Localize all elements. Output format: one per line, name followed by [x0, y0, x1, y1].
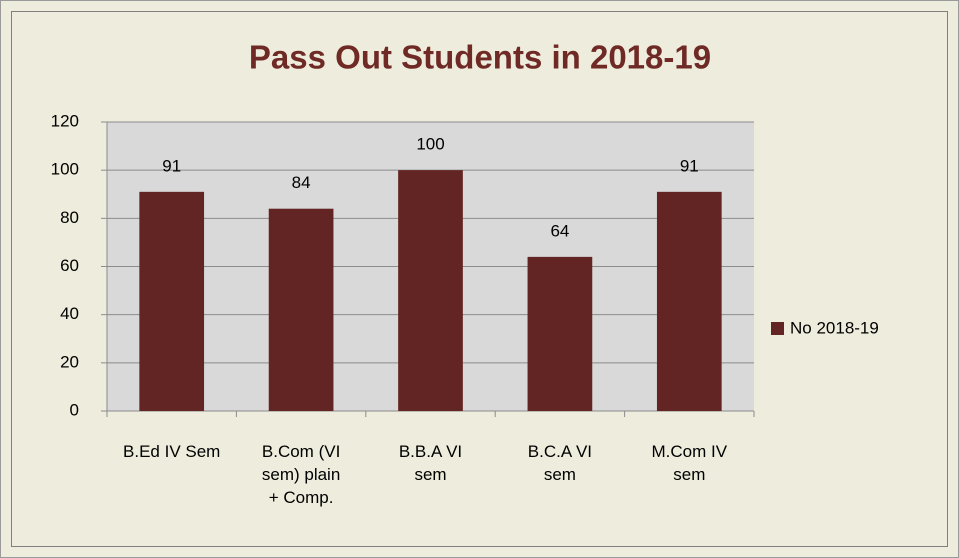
- chart-border: [11, 11, 948, 547]
- legend-swatch: [771, 322, 784, 335]
- x-tick-label: M.Com IV sem: [651, 442, 728, 484]
- chart-title: Pass Out Students in 2018-19: [249, 39, 711, 76]
- data-label: 91: [162, 156, 181, 175]
- legend-label: No 2018-19: [790, 318, 879, 337]
- y-tick-label: 0: [70, 400, 79, 419]
- bar: [398, 170, 463, 411]
- bar: [268, 208, 334, 411]
- y-tick-label: 60: [60, 256, 79, 275]
- x-tick-label: B.Ed IV Sem: [123, 442, 221, 461]
- y-tick-label: 100: [51, 160, 79, 179]
- data-label: 100: [416, 135, 444, 154]
- bar: [139, 191, 205, 411]
- y-tick-label: 40: [60, 304, 79, 323]
- y-tick-label: 20: [60, 352, 79, 371]
- bar: [656, 191, 722, 411]
- data-label: 64: [550, 221, 569, 240]
- y-tick-label: 80: [60, 208, 79, 227]
- x-tick-label: B.C.A VI sem: [527, 442, 593, 484]
- x-tick-label: B.Com (VI sem) plain + Comp.: [261, 442, 341, 507]
- y-tick-label: 120: [51, 111, 79, 130]
- x-tick-label: B.B.A VI sem: [398, 442, 463, 484]
- data-label: 91: [680, 156, 699, 175]
- bar: [527, 256, 593, 411]
- data-label: 84: [292, 173, 311, 192]
